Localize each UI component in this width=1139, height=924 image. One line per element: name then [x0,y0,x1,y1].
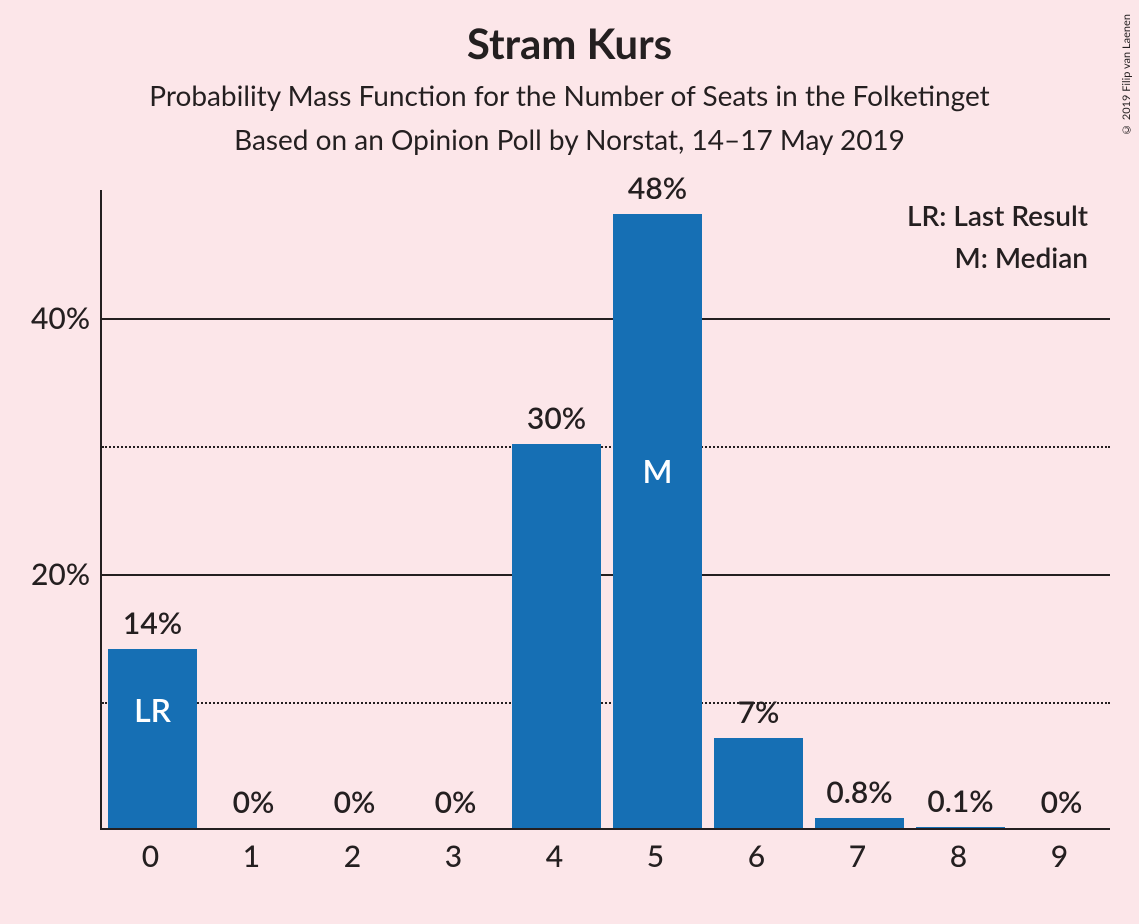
chart-subtitle-1: Probability Mass Function for the Number… [0,78,1139,112]
xtick-label: 7 [849,838,866,874]
plot-area: LR: Last Result M: Median 14% LR 0% 0% 0% 30%… [100,190,1110,830]
legend-m: M: Median [907,240,1088,274]
bar-inner-label: LR [134,690,171,729]
bar-value-label: 0% [1041,784,1083,820]
gridline-minor [102,446,1110,448]
chart-header: Stram Kurs Probability Mass Function for… [0,0,1139,156]
bar [108,649,197,828]
bar-value-label: 0% [435,784,477,820]
bar-value-label: 0% [233,784,275,820]
xtick-label: 9 [1051,838,1068,874]
copyright-text: © 2019 Filip van Laenen [1120,14,1133,136]
chart-subtitle-2: Based on an Opinion Poll by Norstat, 14–… [0,122,1139,156]
chart-container: LR: Last Result M: Median 14%LR0%0%0%30%… [100,190,1110,880]
bar-value-label: 48% [628,170,687,206]
bar-value-label: 0.8% [826,774,892,810]
xtick-label: 8 [950,838,967,874]
bar [512,444,601,828]
xtick-label: 0 [142,838,159,874]
legend-lr: LR: Last Result [907,198,1088,232]
bar-value-label: 30% [527,400,586,436]
xtick-label: 1 [243,838,260,874]
xtick-label: 3 [445,838,462,874]
xtick-label: 5 [647,838,664,874]
bar-value-label: 7% [738,694,780,730]
bar [815,818,904,828]
xtick-label: 2 [344,838,361,874]
bar [613,214,702,828]
gridline-major [102,318,1110,320]
bar-value-label: 0.1% [927,783,993,819]
ytick-label: 40% [0,300,90,336]
bar [916,827,1005,828]
bar [714,738,803,828]
bar-value-label: 0% [334,784,376,820]
bar-inner-label: M [643,451,673,490]
gridline-major [102,574,1110,576]
legend: LR: Last Result M: Median [907,198,1088,282]
gridline-minor [102,702,1110,704]
xtick-label: 4 [546,838,563,874]
chart-title: Stram Kurs [0,18,1139,68]
bar-value-label: 14% [123,605,182,641]
xtick-label: 6 [748,838,765,874]
ytick-label: 20% [0,556,90,592]
